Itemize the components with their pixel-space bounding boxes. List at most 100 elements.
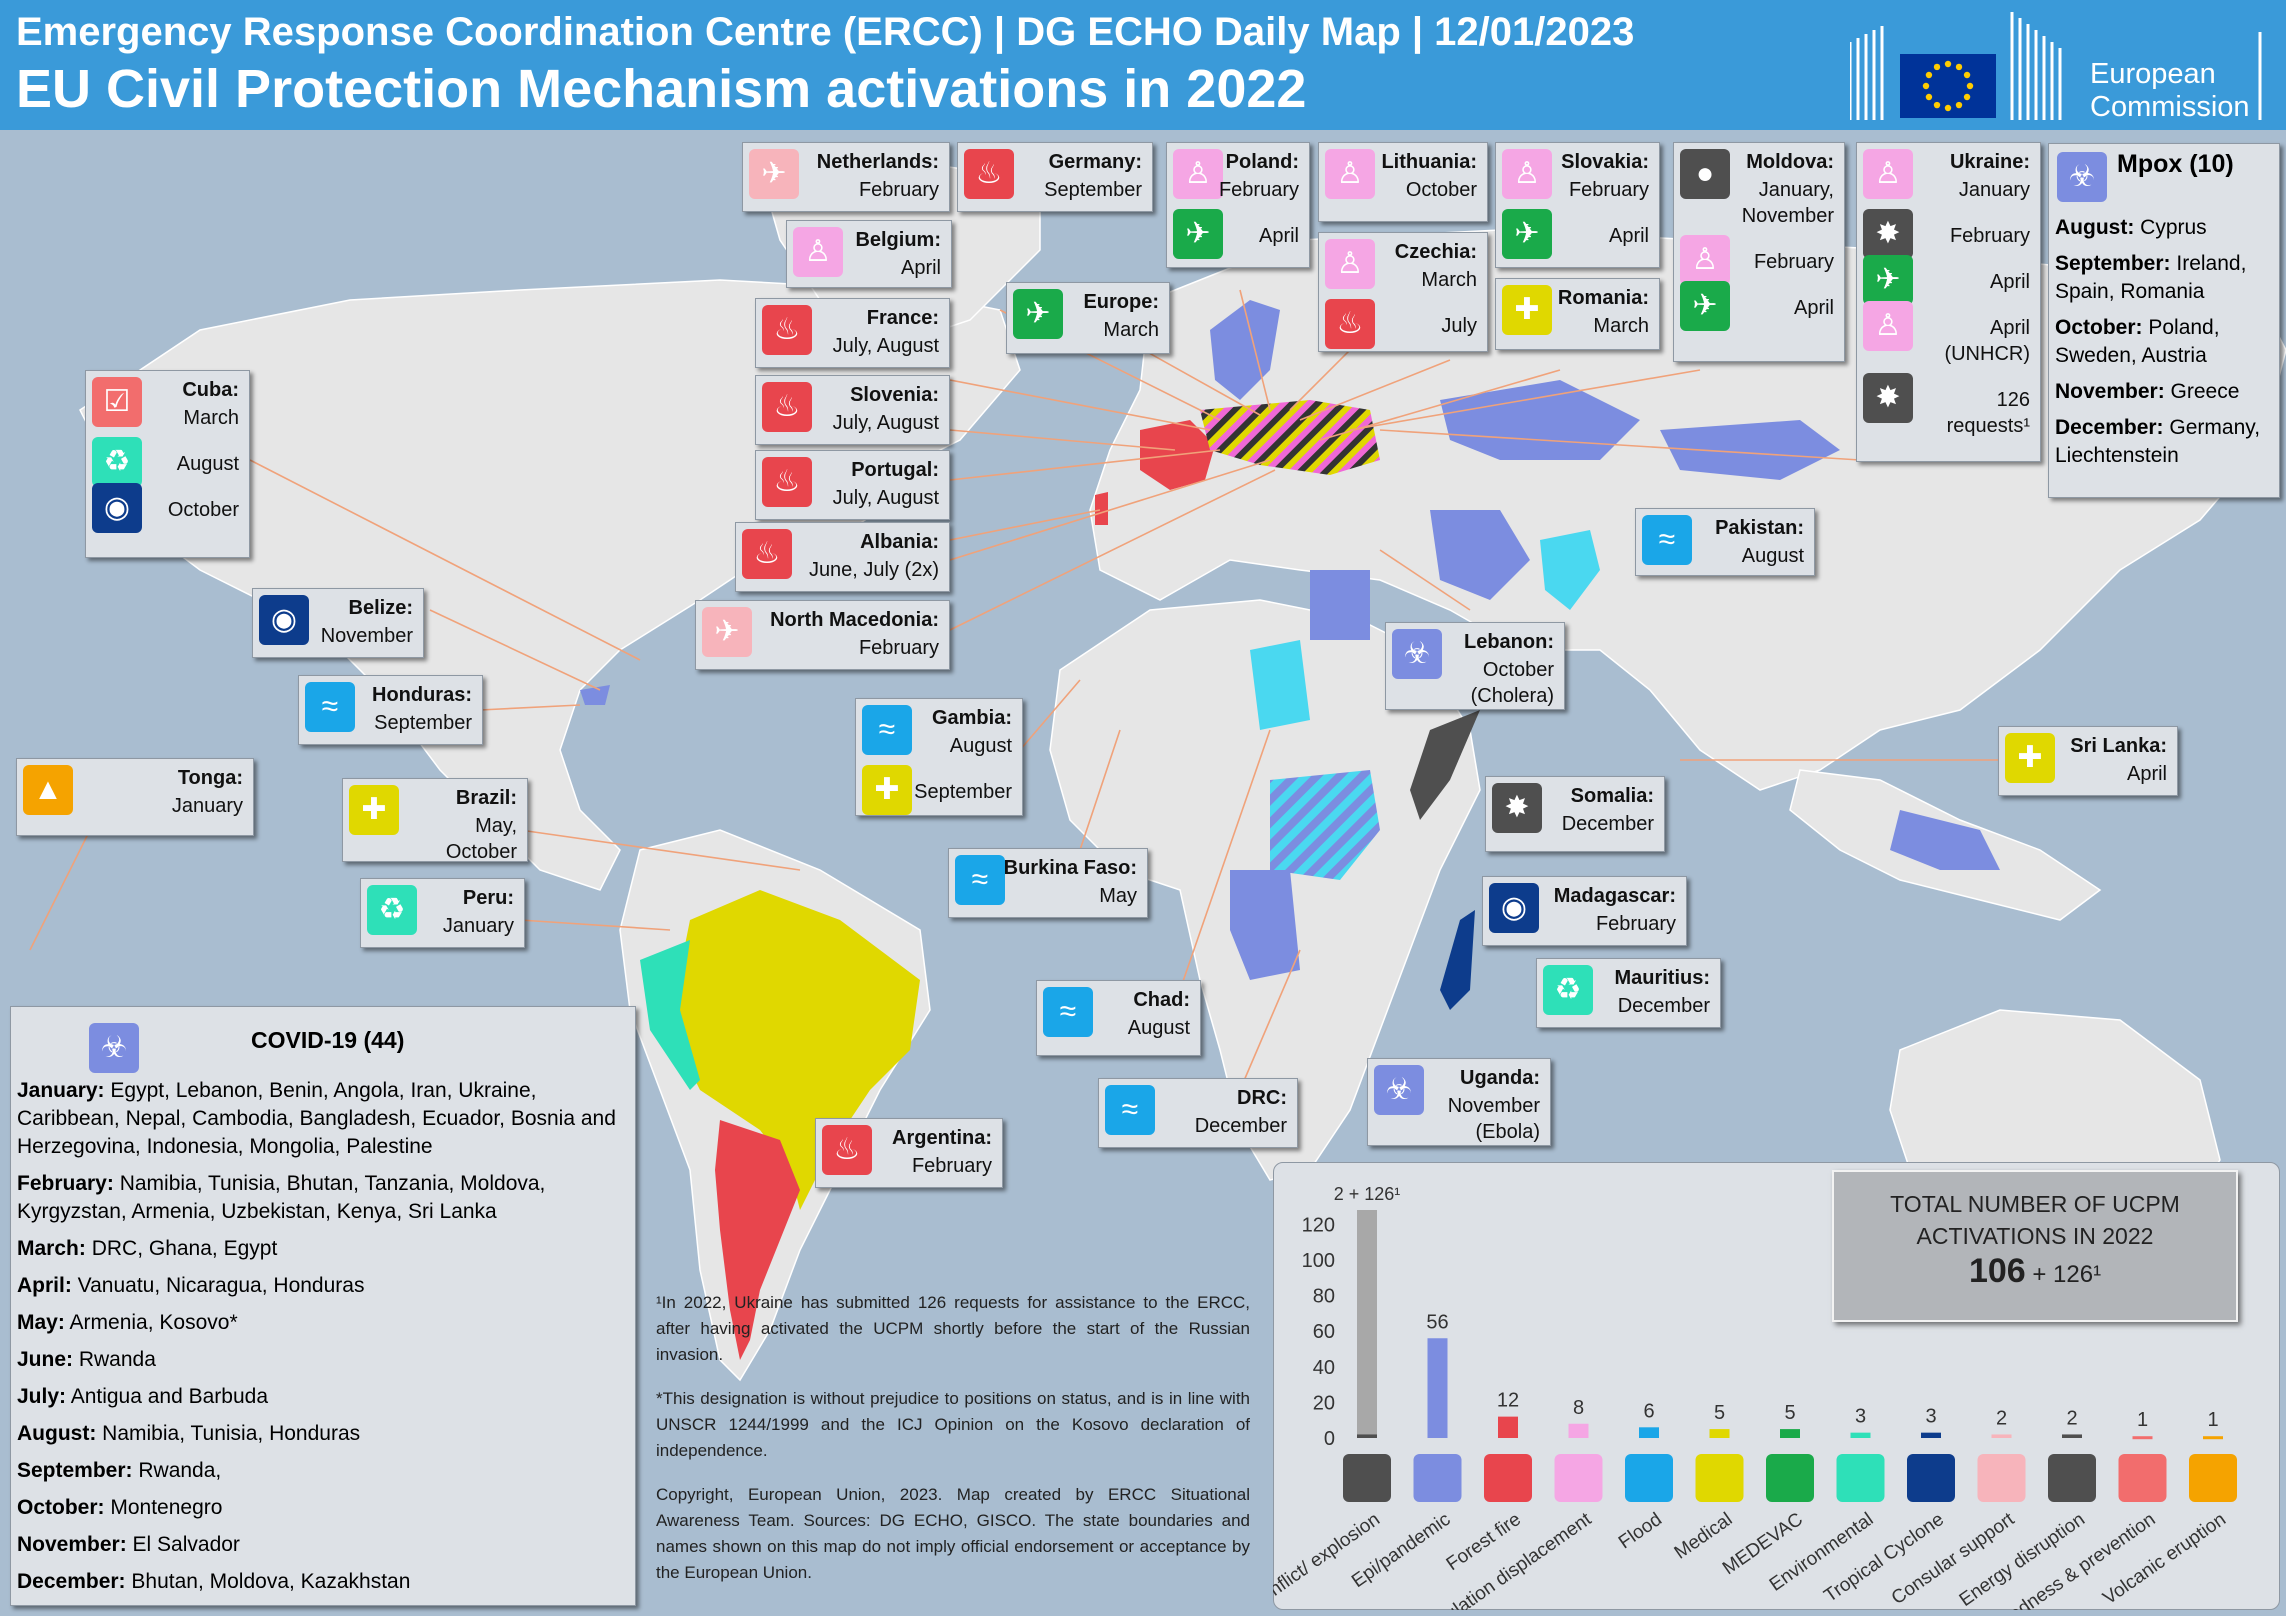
callout-value: December bbox=[1561, 813, 1654, 835]
bar-data-label: 8 bbox=[1573, 1397, 1584, 1419]
callout-value: February bbox=[1595, 913, 1676, 935]
month-label: August: bbox=[17, 1422, 97, 1445]
peru-highlight bbox=[640, 940, 700, 1090]
callout-country-name: Germany: bbox=[1048, 151, 1142, 173]
list-line: December: Bhutan, Moldova, Kazakhstan bbox=[17, 1568, 637, 1596]
y-tick-label: 120 bbox=[1302, 1214, 1335, 1236]
callout-value: April bbox=[1258, 225, 1299, 247]
bar-data-label: 1 bbox=[2137, 1409, 2148, 1431]
header-subtitle: Emergency Response Coordination Centre (… bbox=[16, 10, 1635, 54]
honduras-highlight bbox=[580, 685, 610, 705]
callout-value: September bbox=[914, 781, 1012, 803]
callout-country-name: Argentina: bbox=[892, 1127, 992, 1149]
list-line: November: El Salvador bbox=[17, 1531, 637, 1559]
callout-value: February bbox=[858, 179, 939, 201]
y-tick-label: 0 bbox=[1324, 1428, 1335, 1450]
callout-value: July bbox=[1441, 315, 1477, 337]
medevac-icon: ✈ bbox=[1173, 209, 1223, 259]
environmental-icon: ♻ bbox=[92, 437, 142, 487]
month-label: September: bbox=[17, 1459, 133, 1482]
y-tick-label: 20 bbox=[1313, 1392, 1335, 1414]
y-tick-label: 80 bbox=[1313, 1286, 1335, 1308]
somalia-highlight bbox=[1410, 710, 1480, 820]
callout-country-name: Belize: bbox=[348, 597, 413, 619]
callout-country-name: Ukraine: bbox=[1949, 151, 2030, 173]
medical-icon bbox=[1695, 1454, 1744, 1502]
callout-country-name: Albania: bbox=[860, 531, 939, 553]
medevac-icon: ✈ bbox=[1863, 255, 1913, 305]
bar-data-label: 5 bbox=[1714, 1402, 1725, 1424]
environmental-icon bbox=[1836, 1454, 1885, 1502]
callout-value: March bbox=[1421, 269, 1477, 291]
callout-country-name: Moldova: bbox=[1746, 151, 1834, 173]
callout-portugal: Portugal: ♨ July, August bbox=[755, 450, 950, 520]
cyclone-icon bbox=[1907, 1454, 1955, 1502]
callout-value: October bbox=[1405, 179, 1477, 201]
bar bbox=[1709, 1429, 1730, 1438]
countries-text: El Salvador bbox=[126, 1533, 240, 1556]
cyclone-icon: ◉ bbox=[92, 483, 142, 533]
list-line: February: Namibia, Tunisia, Bhutan, Tanz… bbox=[17, 1170, 637, 1226]
callout-albania: Albania: ♨ June, July (2x) bbox=[735, 522, 950, 592]
medevac-icon: ✈ bbox=[1502, 209, 1552, 259]
list-line: October: Montenegro bbox=[17, 1494, 637, 1522]
callout-country-name: France: bbox=[866, 307, 939, 329]
list-line: October: Poland, Sweden, Austria bbox=[2055, 314, 2283, 370]
covid-panel: ☣ COVID-19 (44) January: Egypt, Lebanon,… bbox=[10, 1006, 636, 1606]
medical-icon: ✚ bbox=[1502, 285, 1552, 335]
countries-text: Armenia, Kosovo* bbox=[64, 1311, 238, 1334]
footnotes: ¹In 2022, Ukraine has submitted 126 requ… bbox=[656, 1290, 1250, 1604]
callout-country-name: Madagascar: bbox=[1553, 885, 1676, 907]
callout-pakistan: Pakistan: ≈ August bbox=[1635, 508, 1815, 576]
callout-value: July, August bbox=[832, 335, 939, 357]
displacement-icon: ♙ bbox=[1325, 149, 1375, 199]
environmental-icon: ♻ bbox=[1543, 965, 1593, 1015]
iran-highlight bbox=[1430, 510, 1530, 600]
callout-value: May bbox=[1099, 885, 1137, 907]
callout-value: August bbox=[1127, 1017, 1190, 1039]
callout-mauritius: Mauritius: ♻ December bbox=[1536, 958, 1721, 1028]
medical-icon: ✚ bbox=[2005, 733, 2055, 783]
organisation-name: European Commission bbox=[2090, 58, 2250, 123]
callout-value: February bbox=[1753, 251, 1834, 273]
callout-value: January bbox=[171, 795, 243, 817]
displacement-icon: ♙ bbox=[1325, 239, 1375, 289]
mpox-title: Mpox (10) bbox=[2117, 150, 2234, 178]
consular-plane-icon: ✈ bbox=[749, 149, 799, 199]
callout-value: September bbox=[374, 712, 472, 734]
callout-country-name: Czechia: bbox=[1394, 241, 1477, 263]
list-line: December: Germany, Liechtenstein bbox=[2055, 414, 2283, 470]
callout-burkinafaso: Burkina Faso: ≈ May bbox=[948, 848, 1148, 918]
callout-country-name: Peru: bbox=[462, 887, 514, 909]
list-line: November: Greece bbox=[2055, 378, 2283, 406]
month-label: October: bbox=[2055, 316, 2143, 339]
cyclone-icon: ◉ bbox=[1489, 883, 1539, 933]
callout-value: August bbox=[176, 453, 239, 475]
bar bbox=[2203, 1436, 2223, 1440]
egypt-highlight bbox=[1310, 570, 1370, 640]
bar bbox=[2132, 1436, 2153, 1440]
y-tick-label: 100 bbox=[1302, 1250, 1335, 1272]
list-line: August: Cyprus bbox=[2055, 214, 2283, 242]
bar bbox=[1357, 1434, 1377, 1438]
bar bbox=[1427, 1338, 1448, 1438]
bar-data-label: 2 + 126¹ bbox=[1334, 1184, 1401, 1204]
preparedness-icon bbox=[2118, 1454, 2167, 1502]
callout-value: 126 bbox=[1996, 389, 2030, 411]
countries-text: Ireland, Spain, Romania bbox=[2055, 252, 2247, 303]
callout-cuba: Cuba: ☑ March ♻ August ◉ October bbox=[85, 370, 250, 558]
callout-value: July, August bbox=[832, 487, 939, 509]
callout-country-name: Slovakia: bbox=[1561, 151, 1649, 173]
callout-country-name: Burkina Faso: bbox=[1003, 857, 1137, 879]
countries-text: Bhutan, Moldova, Kazakhstan bbox=[125, 1570, 411, 1593]
countries-text: Cyprus bbox=[2134, 216, 2207, 239]
displacement-icon: ♙ bbox=[1863, 301, 1913, 351]
portugal-highlight bbox=[1095, 492, 1108, 525]
list-line: September: Ireland, Spain, Romania bbox=[2055, 250, 2283, 306]
bar bbox=[1568, 1423, 1589, 1438]
fire-icon: ♨ bbox=[762, 382, 812, 432]
flood-icon: ≈ bbox=[1642, 515, 1692, 565]
flood-icon: ≈ bbox=[1105, 1085, 1155, 1135]
callout-poland: Poland: ♙ February ✈ April bbox=[1166, 142, 1310, 268]
countries-text: Poland, Sweden, Austria bbox=[2055, 316, 2220, 367]
